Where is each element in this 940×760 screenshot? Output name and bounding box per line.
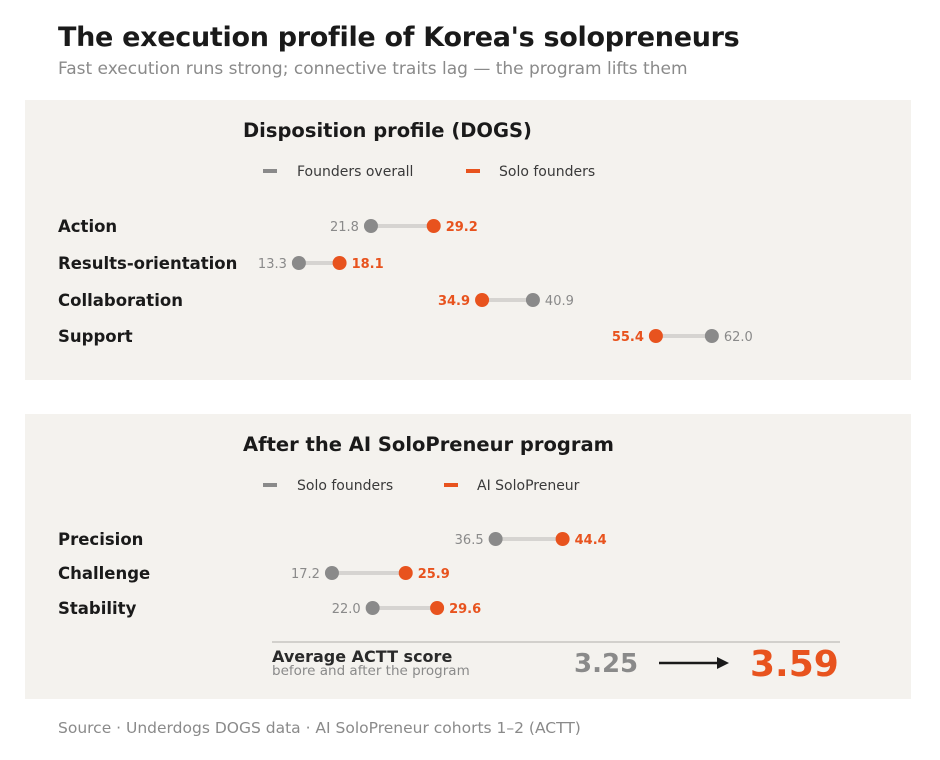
value-label-ai-solopreneur-challenge: 25.9	[418, 567, 450, 582]
avg-score-title: Average ACTT score	[272, 647, 452, 666]
value-label-solo-founders-stability: 22.0	[332, 602, 361, 617]
value-label-solo-founders-support: 55.4	[612, 330, 644, 345]
legend-label-founders-overall: Founders overall	[297, 164, 413, 180]
dogs-panel: Disposition profile (DOGS) Founders over…	[25, 100, 911, 380]
dot-founders-overall-results-orientation	[291, 256, 306, 270]
row-label-collaboration: Collaboration	[58, 291, 183, 310]
legend-label-solo-founders: Solo founders	[499, 164, 595, 180]
program-chart-title: After the AI SoloPreneur program	[243, 433, 614, 456]
value-label-founders-overall-action: 21.8	[330, 220, 359, 235]
page-subtitle: Fast execution runs strong; connective t…	[58, 59, 688, 79]
row-label-challenge: Challenge	[58, 564, 150, 583]
program-dumbbell-chart: After the AI SoloPreneur program Solo fo…	[58, 433, 840, 685]
dot-solo-founders-results-orientation	[332, 256, 347, 270]
dot-solo-founders-precision	[488, 532, 503, 546]
value-label-ai-solopreneur-stability: 29.6	[449, 602, 481, 617]
program-panel: After the AI SoloPreneur program Solo fo…	[25, 414, 911, 699]
page-title: The execution profile of Korea's solopre…	[58, 22, 740, 53]
dot-solo-founders-action	[426, 219, 441, 233]
dot-founders-overall-action	[363, 219, 378, 233]
value-label-solo-founders-action: 29.2	[446, 220, 478, 235]
row-label-precision: Precision	[58, 530, 143, 549]
dot-solo-founders-support	[648, 329, 663, 343]
avg-score-subtitle: before and after the program	[272, 663, 470, 679]
source-note: Source · Underdogs DOGS data · AI SoloPr…	[58, 719, 581, 737]
value-label-solo-founders-precision: 36.5	[455, 533, 484, 548]
value-label-founders-overall-support: 62.0	[724, 330, 753, 345]
row-label-action: Action	[58, 217, 117, 236]
dogs-chart-title: Disposition profile (DOGS)	[243, 119, 532, 142]
value-label-founders-overall-results-orientation: 13.3	[258, 257, 287, 272]
value-label-founders-overall-collaboration: 40.9	[545, 294, 574, 309]
value-label-ai-solopreneur-precision: 44.4	[575, 533, 607, 548]
value-label-solo-founders-collaboration: 34.9	[438, 294, 470, 309]
avg-score-before: 3.25	[574, 649, 638, 679]
dot-founders-overall-support	[704, 329, 719, 343]
legend-label-solo-founders: Solo founders	[297, 478, 393, 494]
arrow-right-icon	[717, 657, 729, 669]
row-label-stability: Stability	[58, 599, 137, 618]
dot-solo-founders-stability	[365, 601, 380, 615]
avg-score-after: 3.59	[750, 644, 839, 685]
dot-ai-solopreneur-precision	[555, 532, 570, 546]
dot-ai-solopreneur-challenge	[398, 566, 413, 580]
dot-solo-founders-challenge	[324, 566, 339, 580]
legend-label-ai-solopreneur: AI SoloPreneur	[477, 478, 580, 494]
dot-ai-solopreneur-stability	[430, 601, 445, 615]
value-label-solo-founders-results-orientation: 18.1	[352, 257, 384, 272]
dot-solo-founders-collaboration	[475, 293, 490, 307]
dot-founders-overall-collaboration	[525, 293, 540, 307]
row-label-results-orientation: Results-orientation	[58, 254, 237, 273]
value-label-solo-founders-challenge: 17.2	[291, 567, 320, 582]
dogs-dumbbell-chart: Disposition profile (DOGS) Founders over…	[58, 119, 753, 346]
row-label-support: Support	[58, 327, 133, 346]
